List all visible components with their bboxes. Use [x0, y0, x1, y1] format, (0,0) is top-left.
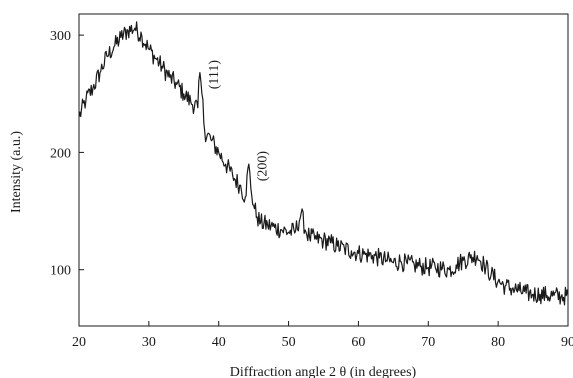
- x-tick-label: 80: [491, 335, 505, 350]
- x-axis-label: Diffraction angle 2 θ (in degrees): [230, 365, 417, 378]
- plot-area: [78, 13, 569, 327]
- y-axis-label: Intensity (a.u.): [9, 131, 24, 213]
- x-tick-label: 30: [142, 335, 156, 350]
- x-tick-label: 60: [351, 335, 365, 350]
- y-tick-label: 200: [50, 146, 71, 161]
- x-tick-label: 70: [421, 335, 435, 350]
- peak-label: (111): [207, 60, 222, 90]
- plot-frame: [78, 13, 569, 327]
- peak-label: (200): [256, 151, 271, 182]
- peak-annotations: (111) (200): [207, 60, 271, 182]
- x-tick-label: 50: [282, 335, 296, 350]
- y-tick-label: 100: [50, 264, 71, 279]
- x-tick-label: 20: [72, 335, 86, 350]
- x-tick-label: 40: [212, 335, 226, 350]
- y-tick-label: 300: [50, 29, 71, 44]
- axis-ticks: 20 30 40 50 60 70 80 90 100 200 300: [50, 29, 573, 350]
- x-tick-label: 90: [561, 335, 573, 350]
- xrd-pattern-line: [78, 21, 569, 306]
